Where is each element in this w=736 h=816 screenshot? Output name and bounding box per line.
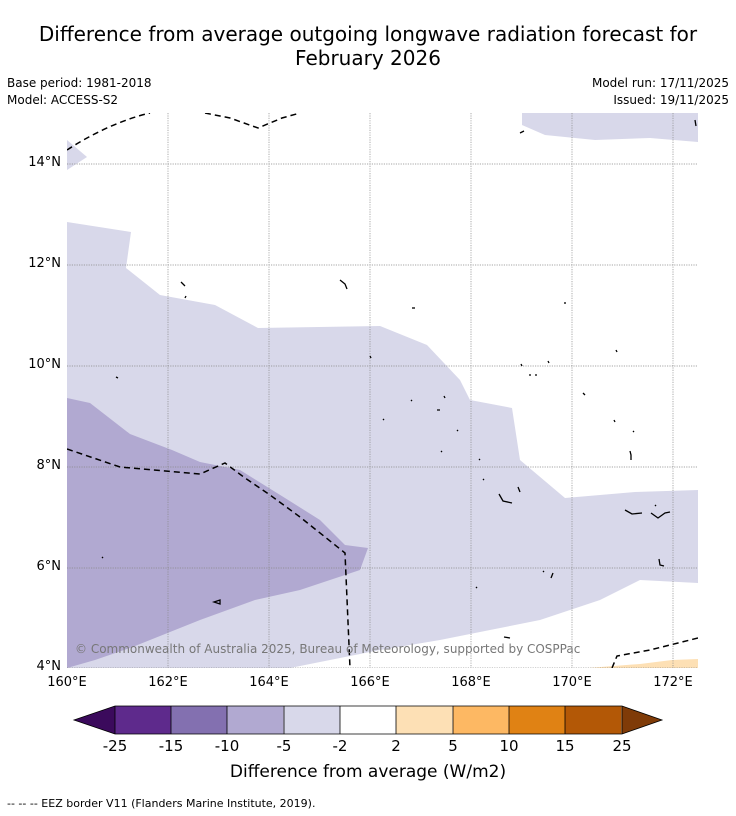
colorbar-tick: -15 (158, 737, 184, 755)
colorbar-tick: 2 (391, 737, 401, 755)
islands (101, 119, 697, 639)
lat-label-14n: 14°N (28, 155, 61, 170)
eez-footnote: -- -- -- EEZ border V11 (Flanders Marine… (7, 797, 316, 810)
gridlines (67, 113, 698, 668)
colorbar-tick: -2 (332, 737, 348, 755)
colorbar-tick: -10 (214, 737, 240, 755)
lat-label-4n: 4°N (36, 659, 62, 674)
base-period: Base period: 1981-2018 (7, 76, 152, 90)
colorbar-bin-3 (227, 706, 284, 734)
eez-borders (67, 113, 698, 668)
model-run: Model run: 17/11/2025 (591, 76, 729, 90)
colorbar (72, 705, 664, 735)
model-name: Model: ACCESS-S2 (7, 93, 119, 107)
colorbar-bin-6 (396, 706, 453, 734)
issued-date: Issued: 19/11/2025 (613, 93, 729, 107)
meta-right: Model run: 17/11/2025 Issued: 19/11/2025 (592, 75, 729, 109)
colorbar-bin-4 (284, 706, 341, 734)
colorbar-tick: 5 (448, 737, 458, 755)
chart-title: Difference from average outgoing longwav… (0, 22, 736, 70)
anomaly-region-light-orange (588, 659, 698, 668)
colorbar-extend-high (622, 706, 662, 734)
meta-left: Base period: 1981-2018 Model: ACCESS-S2 (7, 75, 152, 109)
copyright-notice: © Commonwealth of Australia 2025, Bureau… (75, 642, 581, 656)
colorbar-tick: 15 (555, 737, 575, 755)
colorbar-label: Difference from average (W/m2) (229, 762, 507, 782)
colorbar-bin-7 (453, 706, 510, 734)
colorbar-bin-1 (115, 706, 172, 734)
lat-label-8n: 8°N (36, 458, 62, 473)
colorbar-bin-5 (340, 706, 397, 734)
colorbar-tick: 25 (612, 737, 632, 755)
map-area (67, 113, 698, 668)
lon-label-168e: 168°E (451, 675, 491, 690)
anomaly-region-top-right (522, 113, 698, 142)
colorbar-extend-low (74, 706, 115, 734)
lon-label-164e: 164°E (249, 675, 289, 690)
title-line-1: Difference from average outgoing longwav… (38, 22, 698, 46)
colorbar-bin-8 (509, 706, 566, 734)
colorbar-tick: -5 (276, 737, 292, 755)
lat-label-12n: 12°N (28, 256, 61, 271)
anomaly-region-mid-purple (67, 398, 368, 668)
lon-label-160e: 160°E (47, 675, 87, 690)
colorbar-tick: 10 (499, 737, 519, 755)
title-line-2: February 2026 (295, 46, 441, 70)
colorbar-tick: -25 (102, 737, 128, 755)
lon-label-166e: 166°E (350, 675, 390, 690)
colorbar-bin-9 (565, 706, 622, 734)
lon-label-172e: 172°E (653, 675, 693, 690)
lat-label-6n: 6°N (36, 559, 62, 574)
colorbar-dividers (114, 706, 623, 734)
colorbar-bin-2 (171, 706, 228, 734)
lon-label-162e: 162°E (148, 675, 188, 690)
lat-label-10n: 10°N (28, 357, 61, 372)
lon-label-170e: 170°E (552, 675, 592, 690)
